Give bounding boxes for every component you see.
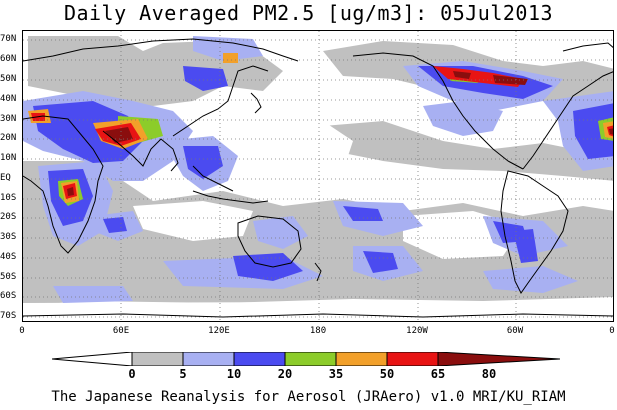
colorbar-tick-label: 80 xyxy=(481,367,497,381)
lat-label: 70S xyxy=(0,311,17,321)
graticule xyxy=(23,31,613,321)
colorbar-tick-label: 20 xyxy=(277,367,293,381)
colorbar-tick-label: 65 xyxy=(430,367,446,381)
colorbar-bin xyxy=(52,352,133,366)
colorbar-tick-label: 50 xyxy=(379,367,395,381)
lat-label: 30N xyxy=(0,114,17,124)
lat-label: 60S xyxy=(0,291,17,301)
lon-label: 60E xyxy=(112,326,130,336)
lat-label: 60N xyxy=(0,54,17,64)
map-title: Daily Averaged PM2.5 [ug/m3]: 05Jul2013 xyxy=(63,1,554,25)
lat-label: 70N xyxy=(0,34,17,44)
footer-credit: The Japanese Reanalysis for Aerosol (JRA… xyxy=(51,389,566,405)
lat-label: 40S xyxy=(0,252,17,262)
lon-label: 120E xyxy=(208,326,230,336)
pm25-map xyxy=(22,30,614,322)
colorbar-tick-label: 10 xyxy=(226,367,242,381)
aerosol-layer-gray xyxy=(23,36,613,303)
colorbar-tick-label: 35 xyxy=(328,367,344,381)
lat-label: EQ xyxy=(0,173,11,183)
colorbar-bin xyxy=(284,352,337,366)
colorbar-tick-label: 0 xyxy=(128,367,136,381)
colorbar xyxy=(52,352,560,366)
lat-label: 40N xyxy=(0,94,17,104)
lat-label: 20N xyxy=(0,133,17,143)
colorbar-bin xyxy=(437,352,560,366)
lat-label: 10S xyxy=(0,193,17,203)
lon-label: 60W xyxy=(506,326,524,336)
coastlines xyxy=(23,38,613,318)
colorbar-bin xyxy=(386,352,439,366)
colorbar-bin xyxy=(233,352,286,366)
colorbar-tick-label: 5 xyxy=(179,367,187,381)
map-canvas xyxy=(23,31,613,321)
lon-label: 120W xyxy=(406,326,428,336)
lon-label: 0 xyxy=(609,326,615,336)
lon-label: 180 xyxy=(309,326,327,336)
lat-label: 30S xyxy=(0,232,17,242)
lon-label: 0 xyxy=(19,326,25,336)
lat-label: 10N xyxy=(0,153,17,163)
colorbar-bin xyxy=(335,352,388,366)
colorbar-bin xyxy=(131,352,184,366)
lat-label: 20S xyxy=(0,212,17,222)
lat-label: 50S xyxy=(0,272,17,282)
colorbar-bin xyxy=(182,352,235,366)
lat-label: 50N xyxy=(0,74,17,84)
